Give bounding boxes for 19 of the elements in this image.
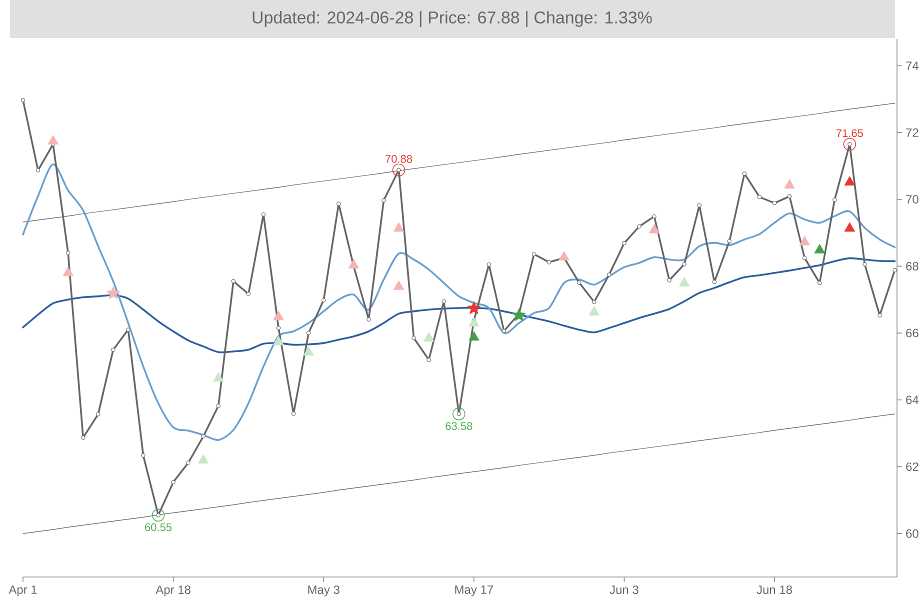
chart-title: Updated: 2024-06-28 | Price: 67.88 | Change: 1.33%: [252, 11, 652, 27]
y-tick-label: 62: [906, 462, 918, 471]
data-label: 63.58: [446, 422, 472, 430]
x-tick-label: Jun 3: [610, 586, 638, 594]
y-tick-label: 66: [906, 328, 918, 338]
x-tick-label: Apr 1: [8, 586, 37, 596]
y-tick-label: 64: [906, 396, 919, 404]
x-tick-label: Jun 18: [756, 586, 792, 594]
x-tick-label: Apr 18: [156, 586, 190, 596]
data-label: 60.55: [145, 523, 172, 532]
x-tick-label: May 17: [455, 586, 493, 596]
data-label: 71.65: [836, 129, 863, 138]
y-tick-label: 60: [906, 529, 918, 538]
y-tick-label: 68: [906, 262, 918, 270]
data-label: 70.88: [386, 154, 412, 163]
y-tick-label: 72: [906, 128, 918, 137]
y-tick-label: 70: [906, 195, 918, 204]
x-tick-label: May 3: [308, 586, 340, 596]
y-tick-label: 74: [906, 62, 919, 70]
